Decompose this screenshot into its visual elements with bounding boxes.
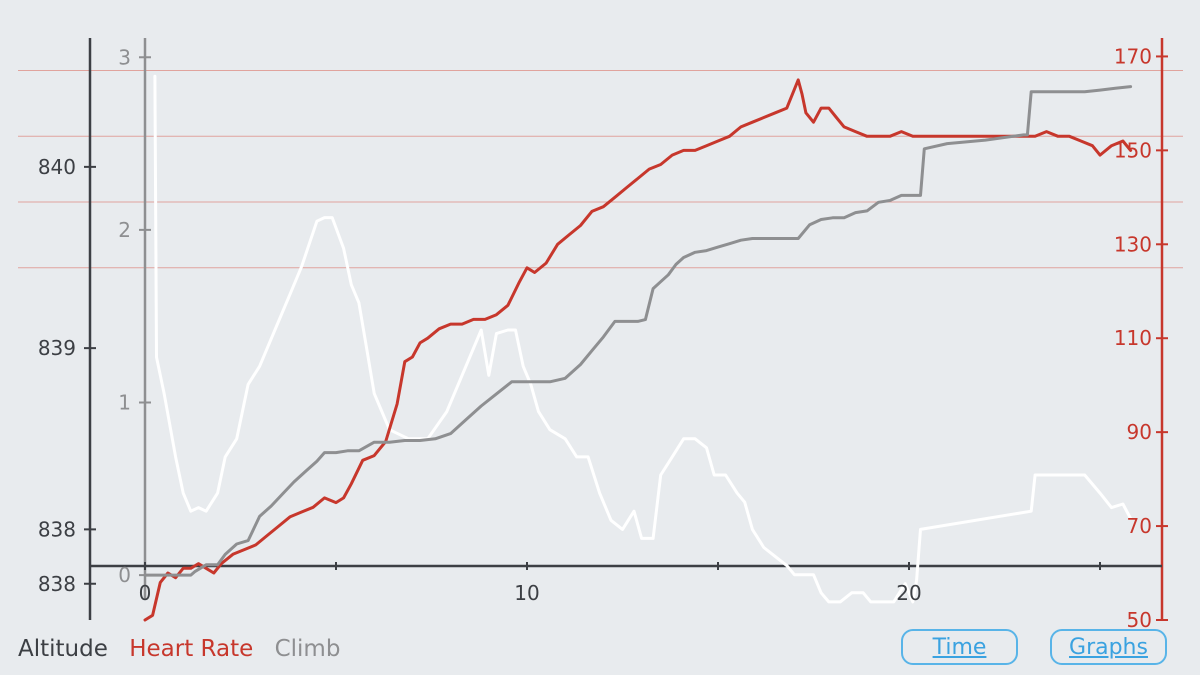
climb-tick-label-1: 1 bbox=[118, 391, 131, 415]
heart-rate-tick-label-1: 70 bbox=[1127, 514, 1152, 538]
heart-rate-tick-label-0: 50 bbox=[1127, 608, 1152, 632]
graphs-button[interactable]: Graphs bbox=[1050, 629, 1167, 665]
series-altitude bbox=[153, 74, 1133, 604]
altitude-tick-label-1: 838 bbox=[38, 517, 76, 541]
altitude-tick-label-0: 838 bbox=[38, 572, 76, 596]
series-heart-rate bbox=[143, 78, 1133, 622]
altitude-tick-label-2: 839 bbox=[38, 336, 76, 360]
legend-climb: Climb bbox=[274, 636, 341, 662]
climb-tick-label-2: 2 bbox=[118, 218, 131, 242]
x-tick-label-0: 0 bbox=[139, 581, 152, 605]
altitude-tick-label-3: 840 bbox=[38, 155, 76, 179]
legend: Altitude Heart Rate Climb bbox=[18, 636, 354, 662]
axes bbox=[88, 38, 1164, 620]
climb-tick-label-3: 3 bbox=[118, 45, 131, 69]
heart-rate-tick-label-4: 130 bbox=[1114, 232, 1152, 256]
legend-altitude: Altitude bbox=[18, 636, 108, 662]
heart-rate-tick-label-6: 170 bbox=[1114, 44, 1152, 68]
heart-rate-tick-label-3: 110 bbox=[1114, 326, 1152, 350]
x-tick-label-20: 20 bbox=[896, 581, 921, 605]
tick-labels: 0 10 20 838 838 839 840 0 1 2 3 50 70 90 110 130 150 170 bbox=[38, 44, 1168, 632]
series bbox=[143, 74, 1133, 622]
legend-heart-rate: Heart Rate bbox=[129, 636, 254, 662]
series-climb bbox=[143, 85, 1133, 577]
gridlines bbox=[18, 70, 1183, 269]
heart-rate-tick-label-5: 150 bbox=[1114, 138, 1152, 162]
x-tick-label-10: 10 bbox=[514, 581, 539, 605]
climb-tick-label-0: 0 bbox=[118, 563, 131, 587]
time-button[interactable]: Time bbox=[901, 629, 1018, 665]
heart-rate-tick-label-2: 90 bbox=[1127, 420, 1152, 444]
